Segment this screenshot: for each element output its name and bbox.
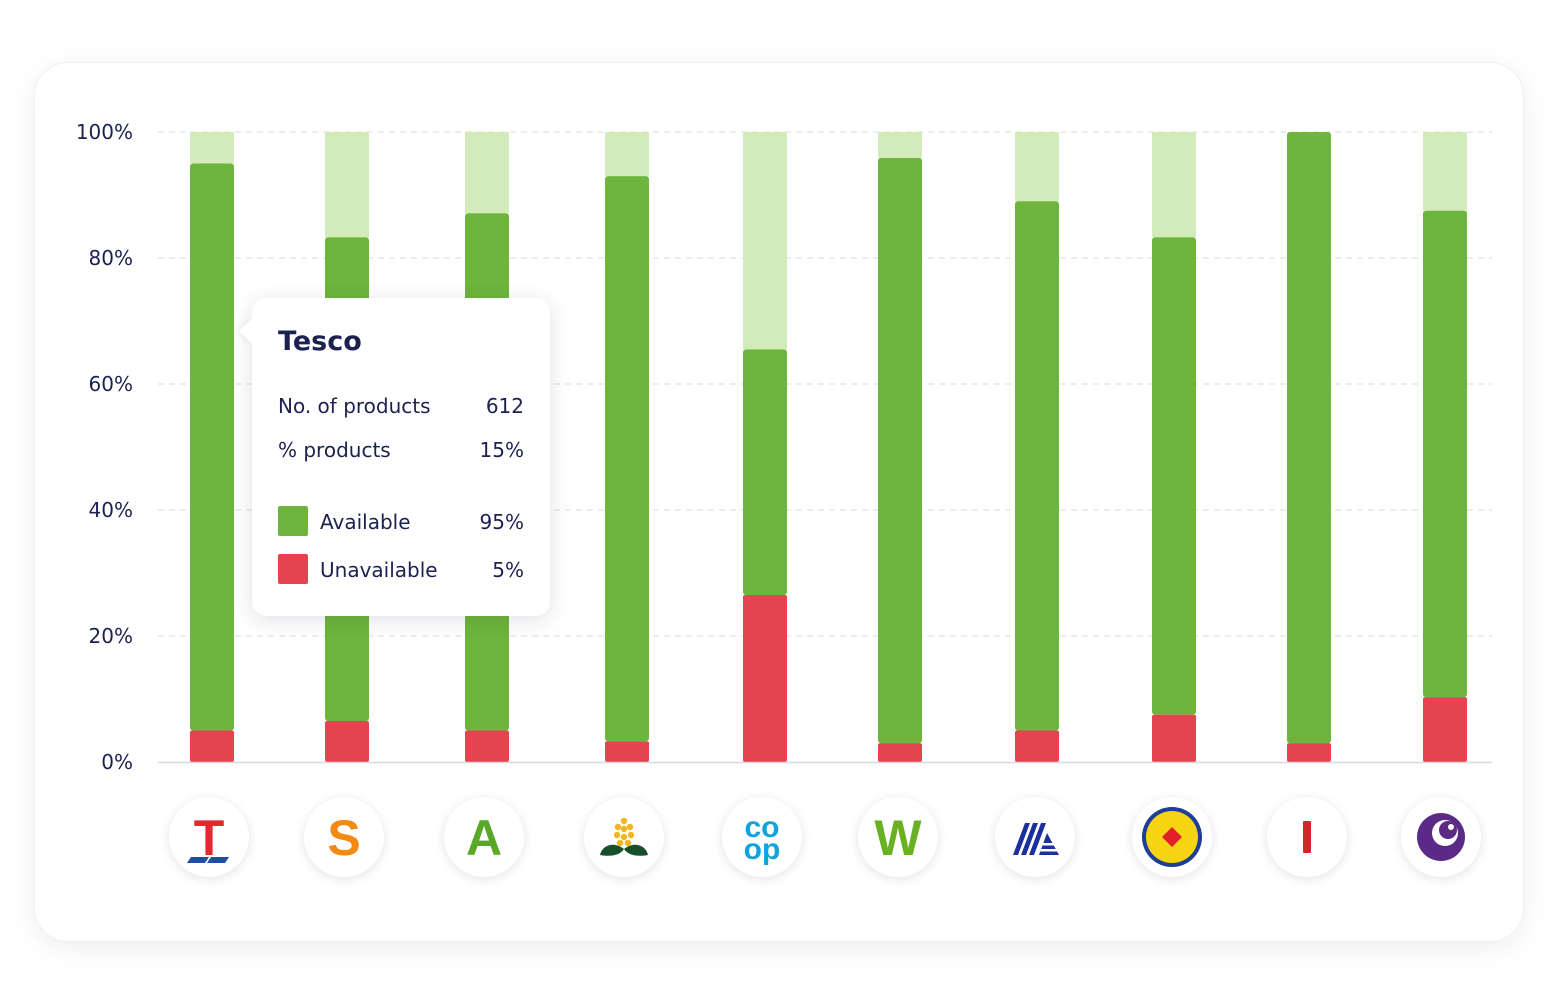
bar-unavailable <box>325 721 369 762</box>
y-tick-label: 100% <box>76 120 133 144</box>
bar-unavailable <box>1152 714 1196 762</box>
tooltip-unavailable-value: 5% <box>492 558 524 582</box>
bar-remainder <box>190 132 234 164</box>
bar-available <box>190 163 234 731</box>
bar-remainder <box>1015 132 1059 202</box>
bar-unavailable <box>465 730 509 762</box>
tooltip-unavailable-label: Unavailable <box>320 558 438 582</box>
tooltip-percent-label: % products <box>278 438 391 462</box>
bar-available <box>1423 210 1467 698</box>
bar-available <box>1287 132 1331 744</box>
lidl-logo-icon[interactable] <box>1132 797 1212 877</box>
available-swatch <box>278 506 308 536</box>
bar-group[interactable] <box>878 132 922 762</box>
ocado-logo-icon[interactable] <box>1401 797 1481 877</box>
bar-unavailable <box>1015 730 1059 762</box>
svg-text:T: T <box>194 810 225 866</box>
svg-text:S: S <box>327 810 360 866</box>
y-tick-label: 80% <box>89 246 133 270</box>
tooltip-products-row: No. of products 612 <box>278 390 524 422</box>
bar-unavailable <box>1423 697 1467 762</box>
bar-unavailable <box>743 595 787 762</box>
aldi-logo-icon[interactable] <box>995 797 1075 877</box>
bar-remainder <box>1423 132 1467 211</box>
bar-available <box>1015 201 1059 731</box>
tooltip-available-value: 95% <box>479 510 524 534</box>
bar-available <box>743 349 787 596</box>
bar-group[interactable] <box>1015 132 1059 762</box>
morrisons-logo-icon[interactable] <box>584 797 664 877</box>
y-tick-label: 60% <box>89 372 133 396</box>
svg-text:co: co <box>744 811 779 844</box>
svg-text:op: op <box>744 833 781 866</box>
bar-group[interactable] <box>1423 132 1467 762</box>
svg-text:W: W <box>874 810 922 866</box>
bar-remainder <box>743 132 787 350</box>
bar-group[interactable] <box>190 132 234 762</box>
y-tick-label: 40% <box>89 498 133 522</box>
bar-remainder <box>878 132 922 158</box>
bar-group[interactable] <box>1152 132 1196 762</box>
y-tick-label: 0% <box>101 750 133 774</box>
bar-available <box>605 176 649 742</box>
bar-group[interactable] <box>1287 132 1331 762</box>
bar-group[interactable] <box>743 132 787 762</box>
tooltip-unavailable-row: Unavailable 5% <box>278 554 524 586</box>
bar-unavailable <box>605 741 649 762</box>
asda-logo-icon[interactable]: A <box>444 797 524 877</box>
bar-unavailable <box>878 743 922 762</box>
tooltip-percent-value: 15% <box>479 438 524 462</box>
bar-unavailable <box>1287 743 1331 762</box>
y-tick-label: 20% <box>89 624 133 648</box>
bar-remainder <box>1152 132 1196 238</box>
bar-unavailable <box>190 730 234 762</box>
tooltip: Tesco No. of products 612 % products 15%… <box>252 298 550 616</box>
svg-text:A: A <box>466 810 502 866</box>
sainsburys-logo-icon[interactable]: S <box>304 797 384 877</box>
tooltip-products-value: 612 <box>485 394 524 418</box>
tooltip-percent-row: % products 15% <box>278 434 524 466</box>
iceland-logo-icon[interactable] <box>1267 797 1347 877</box>
tooltip-title: Tesco <box>278 326 362 357</box>
bar-group[interactable] <box>605 132 649 762</box>
tooltip-available-row: Available 95% <box>278 506 524 538</box>
tooltip-available-label: Available <box>320 510 411 534</box>
bar-available <box>1152 237 1196 715</box>
tooltip-products-label: No. of products <box>278 394 431 418</box>
coop-logo-icon[interactable]: co op <box>722 797 802 877</box>
unavailable-swatch <box>278 554 308 584</box>
tesco-logo-icon[interactable]: T <box>169 797 249 877</box>
waitrose-logo-icon[interactable]: W <box>858 797 938 877</box>
bar-remainder <box>465 132 509 214</box>
bar-remainder <box>325 132 369 238</box>
bar-remainder <box>605 132 649 177</box>
bar-available <box>878 157 922 744</box>
